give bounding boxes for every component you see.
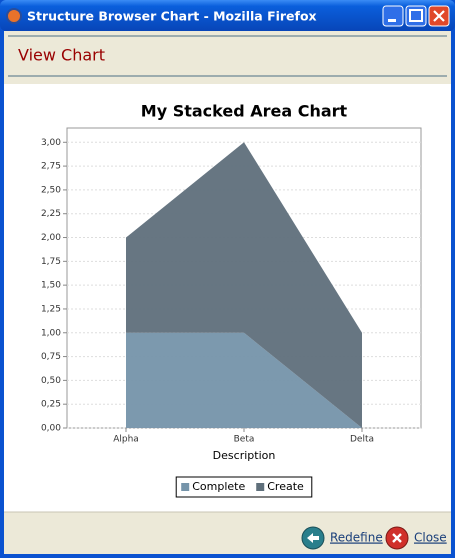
minimize-button[interactable]: [382, 5, 404, 27]
x-tick-label: Alpha: [113, 435, 139, 445]
x-tick-label: Beta: [234, 435, 255, 445]
area: [126, 142, 362, 429]
y-tick-label: 2,25: [41, 209, 61, 219]
close-icon[interactable]: [385, 526, 409, 550]
maximize-button[interactable]: [405, 5, 427, 27]
legend-swatch: [256, 483, 265, 491]
chart: My Stacked Area Chart 0,00 0,25 0,50 0,75 1,0…: [41, 102, 422, 498]
legend-box: [175, 476, 313, 498]
close-link[interactable]: Close: [414, 531, 447, 545]
window-title: Structure Browser Chart - Mozilla Firefo…: [27, 9, 317, 24]
y-tick-label: 3,00: [41, 138, 61, 148]
y-tick-label: 1,50: [41, 281, 61, 291]
x-axis-label: Description: [213, 449, 276, 462]
legend-label: Create: [267, 480, 304, 493]
title-bar: [0, 0, 455, 31]
area: [126, 332, 362, 428]
y-tick-label: 1,75: [41, 257, 61, 267]
legend: Complete Create: [175, 476, 313, 498]
header-title: View Chart: [18, 46, 105, 65]
y-tick-label: 2,50: [41, 185, 61, 195]
y-tick-label: 0,00: [41, 424, 61, 434]
y-tick-label: 0,50: [41, 376, 61, 386]
close-window-button[interactable]: [428, 5, 450, 27]
x-tick-label: Delta: [350, 435, 374, 445]
app-icon: [6, 8, 22, 24]
y-tick-label: 2,75: [41, 162, 61, 172]
redefine-link[interactable]: Redefine: [330, 531, 383, 545]
y-tick-label: 0,75: [41, 352, 61, 362]
y-tick-label: 0,25: [41, 400, 61, 410]
y-tick-label: 1,00: [41, 328, 61, 338]
y-tick-label: 1,25: [41, 304, 61, 314]
legend-label: Complete: [192, 480, 245, 493]
y-tick-label: 2,00: [41, 233, 61, 243]
legend-swatch: [181, 483, 190, 491]
chart-title: My Stacked Area Chart: [141, 102, 348, 121]
redefine-icon[interactable]: [301, 526, 325, 550]
